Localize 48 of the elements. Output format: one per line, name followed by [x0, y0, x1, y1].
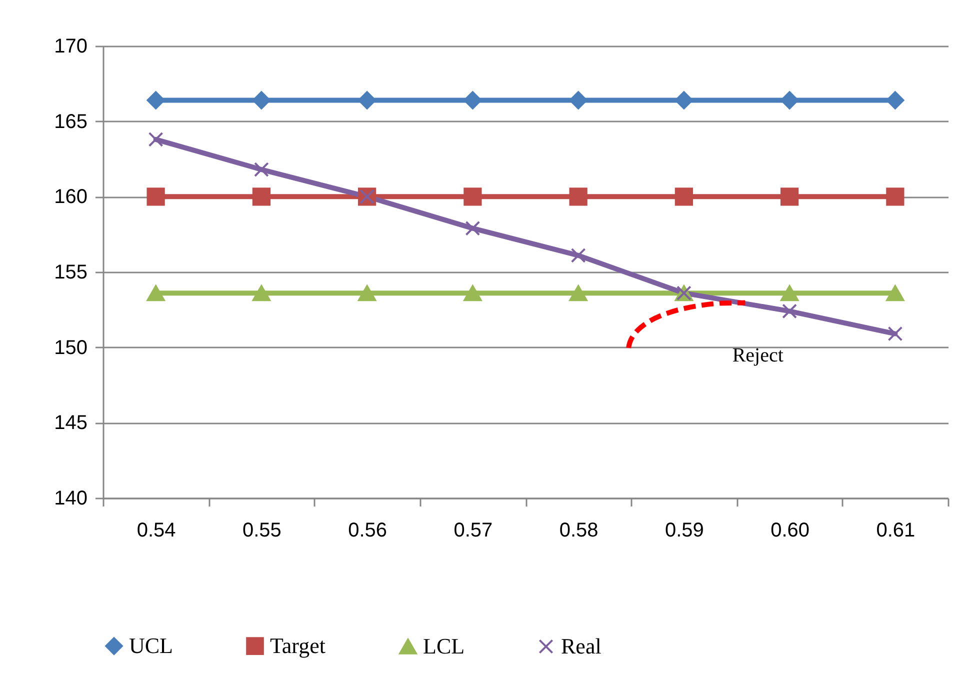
point: [782, 304, 798, 319]
point: [146, 91, 165, 110]
x-tick-label: 0.60: [770, 520, 810, 542]
x-tick-label: 0.61: [876, 520, 916, 542]
legend-label: Target: [270, 633, 326, 658]
legend-label: UCL: [129, 633, 173, 658]
y-tick-label: 155: [54, 262, 88, 284]
point: [252, 188, 270, 206]
point: [148, 132, 164, 147]
y-tick-label: 170: [54, 36, 88, 58]
point: [886, 188, 904, 206]
x-tick-label: 0.59: [664, 520, 704, 542]
point: [886, 91, 904, 110]
point: [674, 91, 693, 110]
y-tick-label: 150: [54, 336, 88, 359]
point: [780, 91, 799, 110]
legend-label: Real: [561, 634, 602, 658]
point: [888, 326, 903, 342]
annotation: Reject: [732, 344, 784, 367]
y-tick-label: 140: [54, 488, 88, 510]
point: [146, 285, 165, 302]
point: [465, 220, 480, 236]
x-tick-label: 0.57: [454, 520, 493, 542]
point: [569, 188, 588, 206]
point: [252, 91, 270, 110]
point: [674, 188, 693, 206]
point: [569, 91, 588, 110]
point: [252, 285, 270, 302]
x-tick-label: 0.55: [242, 520, 282, 542]
y-tick-label: 160: [54, 186, 88, 208]
y-tick-label: 145: [54, 412, 88, 434]
point: [254, 162, 269, 177]
x-tick-label: 0.58: [559, 520, 598, 542]
x-tick-label: 0.54: [136, 520, 176, 542]
x-tick-label: 0.56: [348, 520, 388, 542]
point: [464, 188, 482, 206]
point: [358, 91, 376, 110]
point: [569, 285, 588, 302]
point: [358, 285, 376, 302]
legend-label: LCL: [423, 634, 465, 658]
point: [464, 285, 482, 302]
y-tick-label: 165: [54, 110, 88, 133]
point: [780, 285, 799, 302]
point: [464, 91, 482, 110]
point: [146, 188, 165, 206]
point: [886, 285, 904, 302]
point: [570, 248, 586, 263]
point: [780, 188, 799, 206]
